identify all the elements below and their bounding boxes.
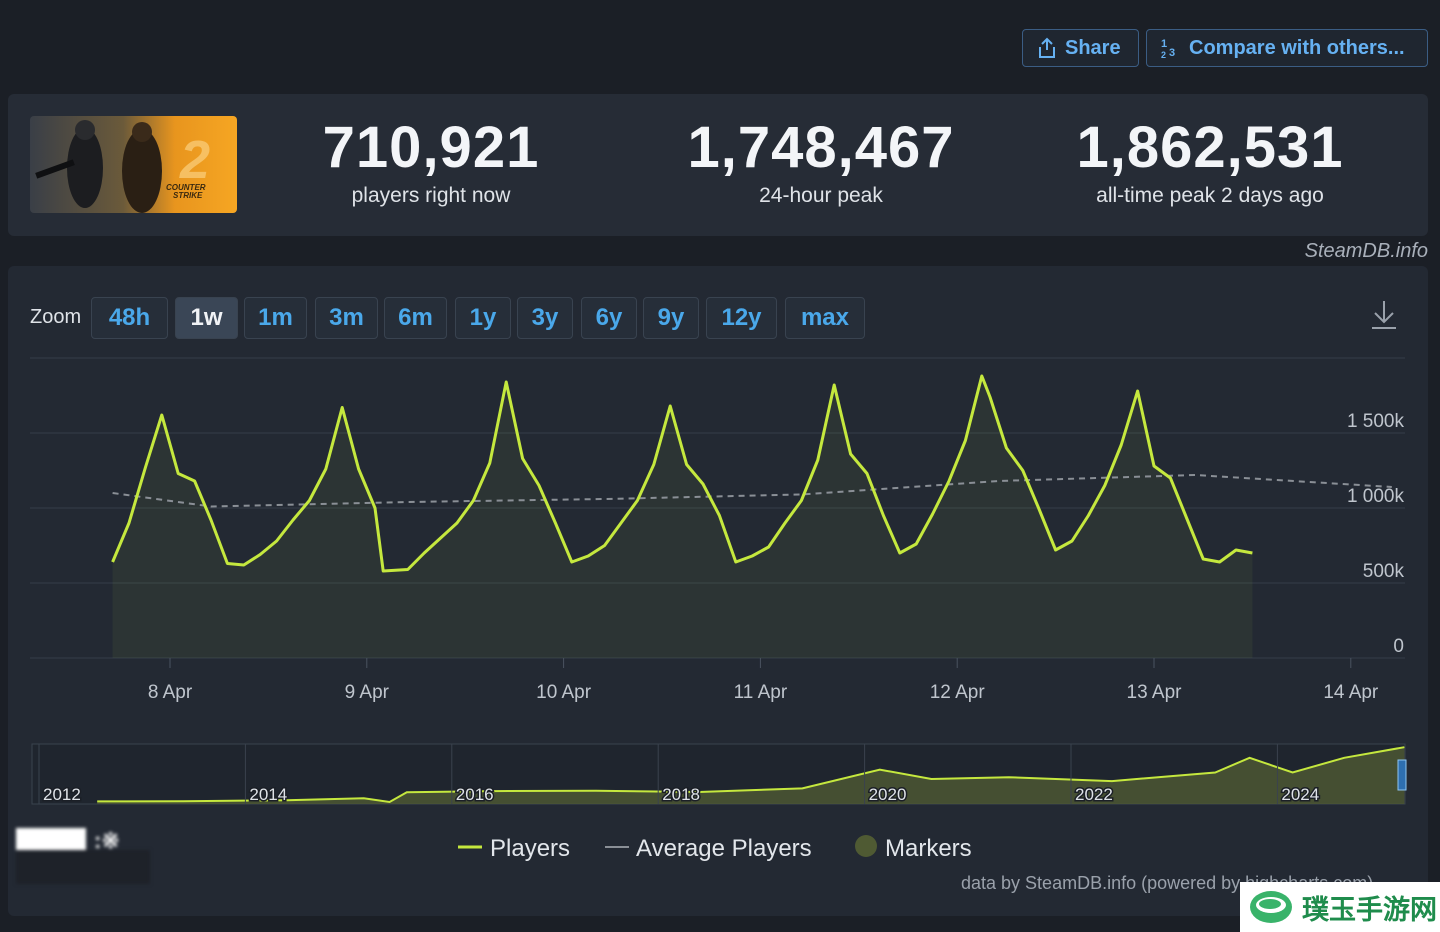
all-time-peak-label: all-time peak 2 days ago xyxy=(1096,184,1324,207)
site-watermark: :※ xyxy=(8,826,158,886)
watermark-badge: 璞玉手游网 xyxy=(1240,882,1440,932)
24h-peak-value: 1,748,467 xyxy=(687,115,955,180)
game-logo: 2 COUNTER STRIKE xyxy=(30,116,237,213)
zoom-3y-button[interactable]: 3y xyxy=(517,297,573,339)
svg-text:STRIKE: STRIKE xyxy=(173,191,203,200)
svg-text:2: 2 xyxy=(1161,50,1166,59)
download-icon[interactable] xyxy=(1370,299,1398,331)
zoom-1y-button[interactable]: 1y xyxy=(455,297,511,339)
chart-panel: Zoom 48h 1w 1m 3m 6m 1y 3y 6y 9y 12y max xyxy=(8,266,1428,916)
watermark-badge-text: 璞玉手游网 xyxy=(1302,894,1437,925)
share-button[interactable]: Share xyxy=(1022,29,1139,67)
share-icon xyxy=(1039,37,1055,58)
stat-24h-peak: 1,748,467 24-hour peak xyxy=(651,118,991,208)
share-button-label: Share xyxy=(1065,36,1121,59)
zoom-1m-button[interactable]: 1m xyxy=(244,297,307,339)
stat-current-players: 710,921 players right now xyxy=(261,118,601,208)
zoom-1w-button[interactable]: 1w xyxy=(175,297,238,339)
steamdb-credit[interactable]: SteamDB.info xyxy=(1304,240,1428,262)
zoom-3m-button[interactable]: 3m xyxy=(315,297,378,339)
svg-text:2: 2 xyxy=(179,130,210,190)
stats-panel: 2 COUNTER STRIKE 710,921 players right n… xyxy=(8,94,1428,236)
zoom-6y-button[interactable]: 6y xyxy=(581,297,637,339)
svg-text:1: 1 xyxy=(1161,38,1167,50)
svg-text:3: 3 xyxy=(1169,47,1175,59)
zoom-12y-button[interactable]: 12y xyxy=(706,297,777,339)
svg-text:COUNTER: COUNTER xyxy=(166,183,206,192)
zoom-9y-button[interactable]: 9y xyxy=(643,297,699,339)
zoom-label: Zoom xyxy=(30,306,82,328)
current-players-label: players right now xyxy=(351,184,511,207)
page-title xyxy=(16,28,286,70)
compare-button-label: Compare with others... xyxy=(1189,36,1405,59)
24h-peak-label: 24-hour peak xyxy=(759,184,883,207)
zoom-6m-button[interactable]: 6m xyxy=(384,297,447,339)
stat-all-time-peak: 1,862,531 all-time peak 2 days ago xyxy=(1040,118,1380,208)
zoom-max-button[interactable]: max xyxy=(785,297,865,339)
zoom-48h-button[interactable]: 48h xyxy=(91,297,168,339)
all-time-peak-value: 1,862,531 xyxy=(1076,115,1344,180)
current-players-value: 710,921 xyxy=(322,115,540,180)
compare-icon: 132 xyxy=(1161,38,1175,59)
svg-text::※: :※ xyxy=(94,828,120,853)
leaf-logo-icon xyxy=(1250,891,1292,923)
